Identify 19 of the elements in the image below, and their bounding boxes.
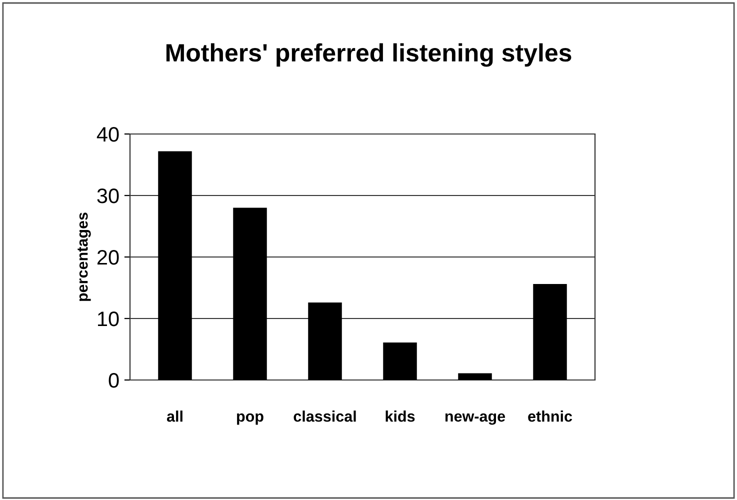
x-tick-label: new-age	[445, 413, 506, 425]
bar	[458, 373, 492, 380]
y-tick-label: 40	[96, 127, 119, 142]
y-tick-label: 20	[97, 250, 119, 265]
bar	[383, 342, 417, 380]
x-tick-label: all	[166, 410, 182, 422]
x-tick-label: pop	[237, 413, 264, 425]
bar	[533, 284, 567, 380]
y-tick-label: 30	[97, 188, 119, 204]
x-tick-label: kids	[386, 410, 415, 422]
y-tick-label: 0	[108, 373, 119, 388]
x-tick-label: classical	[294, 410, 356, 422]
bar	[158, 151, 192, 380]
chart-title: Mothers' preferred listening styles	[166, 43, 572, 67]
y-axis-title: percentages	[78, 212, 91, 301]
y-tick-label: 10	[98, 312, 119, 326]
bar	[308, 302, 342, 380]
bar	[233, 208, 267, 380]
x-tick-label: ethnic	[528, 410, 572, 422]
